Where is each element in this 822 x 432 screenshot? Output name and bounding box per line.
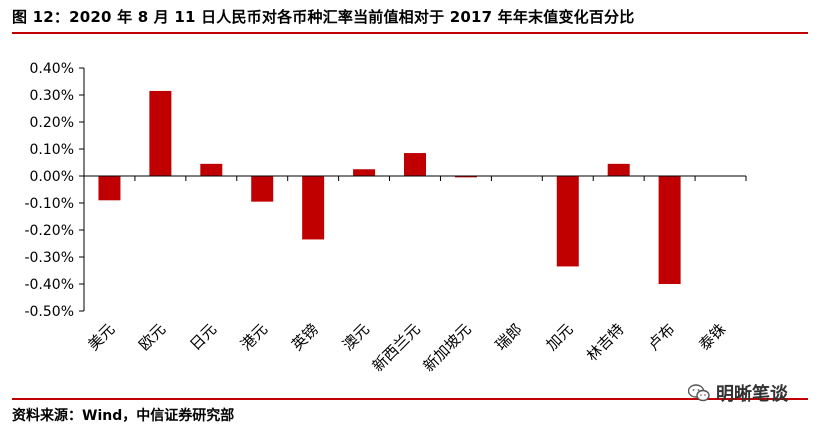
title-divider	[12, 32, 808, 34]
y-tick-label: -0.50%	[24, 304, 74, 320]
bar	[200, 163, 223, 176]
bar	[658, 176, 681, 284]
y-tick-label: -0.40%	[24, 277, 74, 293]
y-tick-label: 0.10%	[30, 142, 74, 158]
watermark: 明晰笔谈	[688, 380, 788, 406]
wechat-icon	[688, 384, 710, 402]
bar	[556, 176, 579, 267]
source-note: 资料来源：Wind，中信证券研究部	[12, 408, 235, 424]
x-tick-label: 美元	[84, 320, 118, 354]
bar	[353, 169, 376, 176]
bar	[302, 176, 325, 240]
footer-divider	[12, 398, 808, 400]
x-tick-label: 新加坡元	[420, 320, 475, 375]
y-tick-label: 0.20%	[30, 115, 74, 131]
watermark-text: 明晰笔谈	[716, 384, 788, 405]
x-tick-label: 卢布	[644, 320, 678, 354]
bar	[607, 163, 630, 176]
x-tick-label: 英镑	[288, 320, 322, 354]
x-tick-label: 林吉特	[583, 320, 628, 365]
bar	[149, 90, 172, 176]
bar	[98, 176, 121, 201]
bar	[251, 176, 274, 202]
x-tick-label: 新西兰元	[369, 320, 424, 375]
x-tick-label: 日元	[186, 320, 220, 354]
y-tick-label: 0.00%	[30, 169, 74, 185]
x-tick-label: 加元	[543, 320, 577, 354]
x-tick-label: 澳元	[339, 320, 373, 354]
bar-chart: 0.40% 0.30% 0.20% 0.10% 0.00% -0.10% -0.20% -0.…	[24, 61, 747, 375]
y-tick-label: -0.10%	[24, 196, 74, 212]
y-tick-label: -0.30%	[24, 250, 74, 266]
bar	[454, 176, 477, 178]
x-tick-label: 泰铢	[695, 320, 729, 354]
bar	[404, 153, 426, 176]
x-tick-label: 欧元	[135, 320, 169, 354]
y-tick-label: 0.30%	[30, 88, 74, 104]
y-tick-label: 0.40%	[30, 61, 74, 77]
x-tick-label: 港元	[237, 320, 271, 354]
chart-title: 图 12：2020 年 8 月 11 日人民币对各币种汇率当前值相对于 2017…	[12, 8, 635, 26]
x-tick-label: 瑞郎	[492, 320, 526, 354]
y-tick-label: -0.20%	[24, 223, 74, 239]
